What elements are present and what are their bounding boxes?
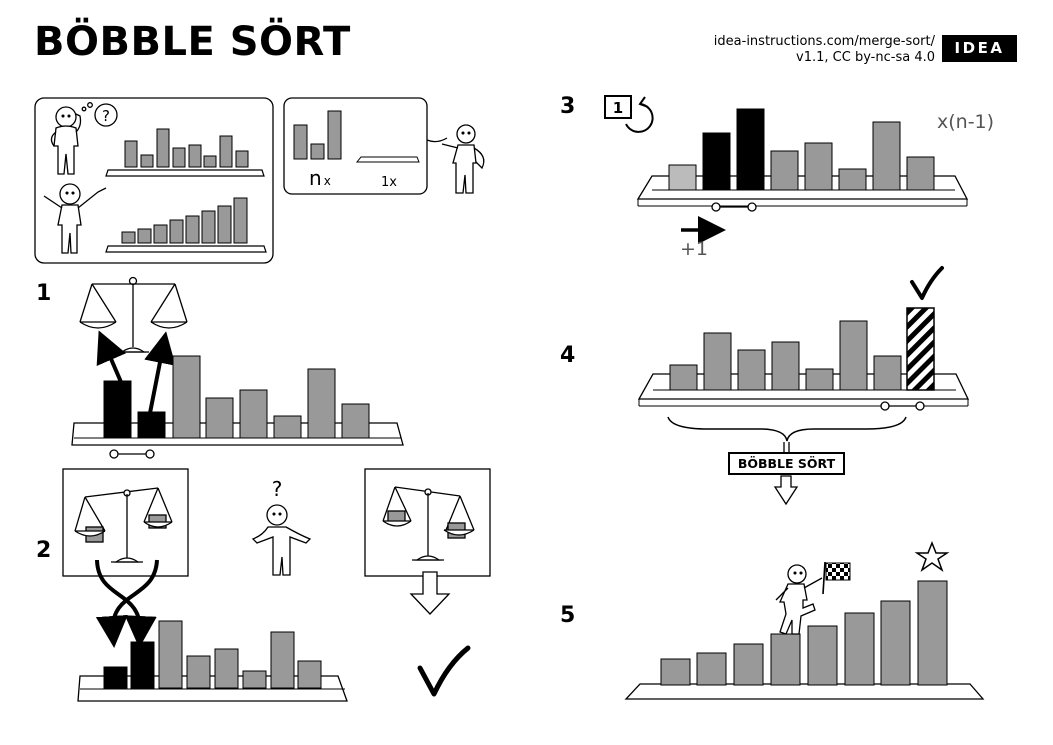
checkmark-step4: [910, 266, 944, 300]
shelf-connector: [711, 202, 757, 212]
step5-shelf: [624, 580, 985, 700]
step3-shelf: [636, 108, 969, 212]
pieces-label-1: 1x: [381, 175, 397, 190]
step-number-1: 1: [36, 281, 52, 306]
idea-logo: IDEA: [942, 35, 1017, 62]
checkmark-step2: [417, 645, 471, 697]
loop-badge-number: 1: [613, 99, 623, 117]
advance-label: +1: [680, 238, 708, 260]
version-license: v1.1, CC by-nc-sa 4.0: [796, 50, 935, 65]
checkered-flag-icon: [822, 561, 851, 595]
down-arrow-small: [773, 475, 799, 506]
source-url: idea-instructions.com/merge-sort/: [713, 34, 935, 49]
down-arrow: [409, 571, 451, 615]
repeat-label: x(n-1): [937, 111, 994, 133]
confused-question-mark: ?: [272, 477, 283, 501]
intro-shelf-unsorted: [105, 128, 265, 177]
step-number-4: 4: [560, 343, 576, 368]
parts-panel: [283, 97, 485, 195]
step2-swap-box: [62, 468, 189, 577]
thought-question-mark: ?: [102, 107, 110, 125]
shelf-connector: [880, 401, 925, 411]
step4-shelf: [637, 307, 970, 411]
page-title: BÖBBLE SÖRT: [34, 19, 351, 65]
happy-person-figure: [43, 183, 107, 254]
shelf-connector: [109, 449, 155, 459]
thinking-person-figure: [50, 102, 93, 175]
step2-noswap-box: [364, 468, 491, 577]
step1-scale: [79, 276, 188, 353]
step1-shelf: [71, 355, 404, 459]
star-icon: [914, 540, 950, 572]
step-number-3: 3: [560, 94, 576, 119]
step-number-5: 5: [560, 603, 576, 628]
curly-brace: [667, 416, 907, 442]
confused-person-figure: [251, 504, 312, 576]
loop-icon: [604, 95, 654, 133]
climbing-person-figure: [775, 564, 823, 635]
step-number-2: 2: [36, 538, 52, 563]
intro-shelf-sorted: [105, 197, 267, 253]
bobble-sort-label: BÖBBLE SÖRT: [728, 452, 845, 475]
thought-bubble: [94, 103, 118, 127]
step1-arrows: [96, 330, 176, 414]
pointing-person-figure: [426, 124, 485, 194]
brace-stem: [783, 442, 790, 452]
step2-crossed-arrows: [95, 559, 159, 648]
step2-shelf: [77, 620, 348, 702]
